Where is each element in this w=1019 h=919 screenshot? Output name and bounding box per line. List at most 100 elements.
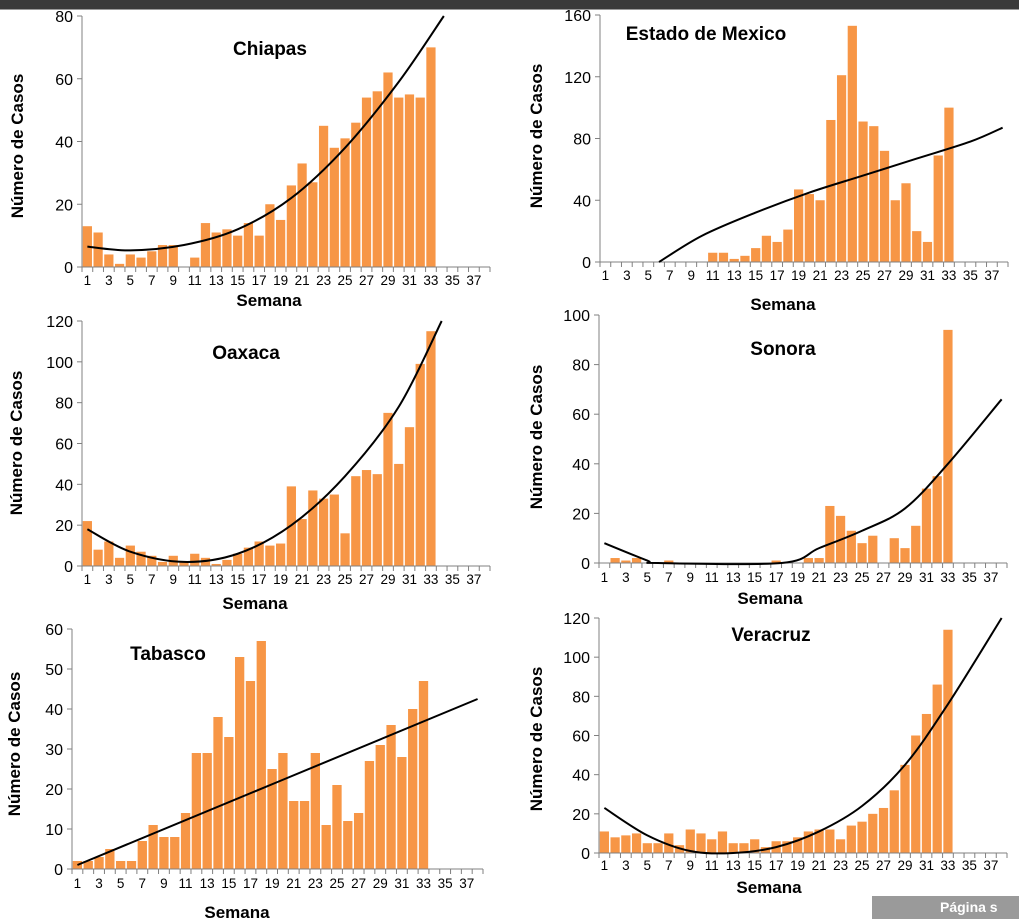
veracruz-bar xyxy=(696,833,706,853)
veracruz-bar xyxy=(642,843,652,853)
estado-de-mexico-y-tick-label: 0 xyxy=(582,255,591,272)
oaxaca-x-tick-label: 37 xyxy=(466,572,481,587)
tabasco-x-tick-label: 13 xyxy=(200,876,215,891)
veracruz-bar xyxy=(943,629,953,853)
estado-de-mexico-bar xyxy=(772,241,782,262)
oaxaca-y-tick-label: 20 xyxy=(55,518,73,535)
sonora-bar xyxy=(868,535,878,563)
estado-de-mexico-bar xyxy=(879,150,890,262)
tabasco-trendline xyxy=(77,698,478,866)
estado-de-mexico-x-tick-label: 21 xyxy=(813,268,828,283)
tabasco-y-tick-label: 50 xyxy=(45,662,63,679)
estado-de-mexico-x-tick-label: 23 xyxy=(834,268,849,283)
estado-de-mexico-bar xyxy=(944,107,954,263)
chiapas-bar xyxy=(200,223,211,267)
veracruz-bar xyxy=(889,790,899,853)
chiapas-x-tick-label: 19 xyxy=(273,273,288,288)
estado-de-mexico-y-tick-label: 80 xyxy=(573,132,591,149)
sonora-x-tick-label: 31 xyxy=(919,570,934,585)
estado-de-mexico-bar xyxy=(761,235,772,262)
oaxaca-bar xyxy=(136,551,146,566)
oaxaca-bar xyxy=(190,553,200,566)
veracruz-bar xyxy=(814,829,824,853)
estado-de-mexico-title: Estado de Mexico xyxy=(626,24,787,45)
tabasco-bar xyxy=(170,837,180,869)
oaxaca-bar xyxy=(383,412,393,567)
oaxaca-x-tick-label: 7 xyxy=(148,572,156,587)
oaxaca-bar xyxy=(211,563,221,566)
oaxaca-y-tick-label: 40 xyxy=(55,477,73,494)
sonora-y-tick-label: 80 xyxy=(572,358,590,375)
chiapas-bar xyxy=(190,257,200,267)
tabasco-x-tick-label: 15 xyxy=(221,876,236,891)
tabasco-bar xyxy=(386,725,396,869)
veracruz-bar xyxy=(599,831,609,853)
oaxaca-bar xyxy=(372,474,382,567)
window-top-bar xyxy=(0,0,1019,10)
oaxaca-x-tick-label: 9 xyxy=(170,572,178,587)
sonora-x-tick-label: 33 xyxy=(940,570,955,585)
sonora-y-label: Número de Casos xyxy=(527,365,546,510)
tabasco-bars xyxy=(72,641,429,869)
chiapas-bar xyxy=(157,245,168,267)
oaxaca-x-tick-label: 27 xyxy=(359,572,374,587)
chiapas-x-tick-label: 31 xyxy=(402,273,417,288)
estado-de-mexico-x-tick-label: 19 xyxy=(791,268,806,283)
oaxaca-x-tick-label: 25 xyxy=(338,572,353,587)
tabasco-x-tick-label: 35 xyxy=(438,876,453,891)
tabasco-bar xyxy=(418,681,429,869)
veracruz-bar xyxy=(707,839,717,853)
chiapas-bar xyxy=(372,91,382,267)
oaxaca-bar xyxy=(297,519,307,566)
oaxaca-x-tick-label: 29 xyxy=(380,572,395,587)
chiapas-x-tick-label: 9 xyxy=(170,273,178,288)
sonora-bar xyxy=(900,548,910,563)
estado-de-mexico-bar xyxy=(847,25,857,263)
estado-de-mexico-bars xyxy=(708,25,954,263)
veracruz-x-tick-label: 33 xyxy=(940,858,955,873)
veracruz-x-tick-label: 29 xyxy=(897,858,912,873)
sonora-bar xyxy=(889,538,899,563)
estado-de-mexico-y-label: Número de Casos xyxy=(527,64,546,209)
chiapas-x-tick-label: 3 xyxy=(105,273,113,288)
veracruz-bar xyxy=(835,839,846,853)
oaxaca-bar xyxy=(426,331,436,566)
estado-de-mexico-x-tick-label: 3 xyxy=(623,268,631,283)
page-number-tab: Página s xyxy=(872,896,1019,919)
oaxaca-trendline xyxy=(86,320,443,563)
chiapas-bar xyxy=(276,219,286,267)
estado-de-mexico-bar xyxy=(729,258,739,262)
chiapas-y-tick-label: 60 xyxy=(55,72,73,89)
oaxaca-bar xyxy=(351,476,361,566)
chiapas-bar xyxy=(93,232,103,267)
estado-de-mexico-bar xyxy=(804,194,814,262)
estado-de-mexico-x-tick-label: 7 xyxy=(666,268,674,283)
chiapas-x-tick-label: 35 xyxy=(445,273,460,288)
tabasco-x-tick-label: 19 xyxy=(265,876,280,891)
veracruz-bar xyxy=(653,843,663,853)
veracruz-x-tick-label: 9 xyxy=(687,858,695,873)
oaxaca-x-tick-label: 15 xyxy=(230,572,245,587)
chiapas-bar xyxy=(168,245,178,267)
chiapas-bar xyxy=(82,226,92,267)
chiapas-bar xyxy=(394,97,404,267)
tabasco-y-tick-label: 20 xyxy=(45,782,63,799)
chiapas-bar xyxy=(222,229,232,267)
estado-de-mexico-bar xyxy=(815,200,825,262)
oaxaca-x-tick-label: 31 xyxy=(402,572,417,587)
sonora-x-tick-label: 17 xyxy=(769,570,784,585)
sonora-bar xyxy=(664,560,674,563)
chiapas-bar xyxy=(329,147,339,267)
estado-de-mexico-bar xyxy=(858,121,868,263)
veracruz-y-tick-label: 40 xyxy=(572,768,590,785)
tabasco-bar xyxy=(94,857,104,869)
tabasco-x-tick-label: 27 xyxy=(351,876,366,891)
veracruz-bars xyxy=(599,629,953,854)
oaxaca-bar xyxy=(329,494,339,566)
sonora-bar xyxy=(943,329,953,563)
tabasco-x-tick-label: 5 xyxy=(117,876,125,891)
tabasco-bar xyxy=(213,717,223,869)
sonora-y-tick-label: 0 xyxy=(581,556,590,573)
sonora-y-tick-label: 20 xyxy=(572,506,590,523)
sonora-bar xyxy=(911,525,921,563)
